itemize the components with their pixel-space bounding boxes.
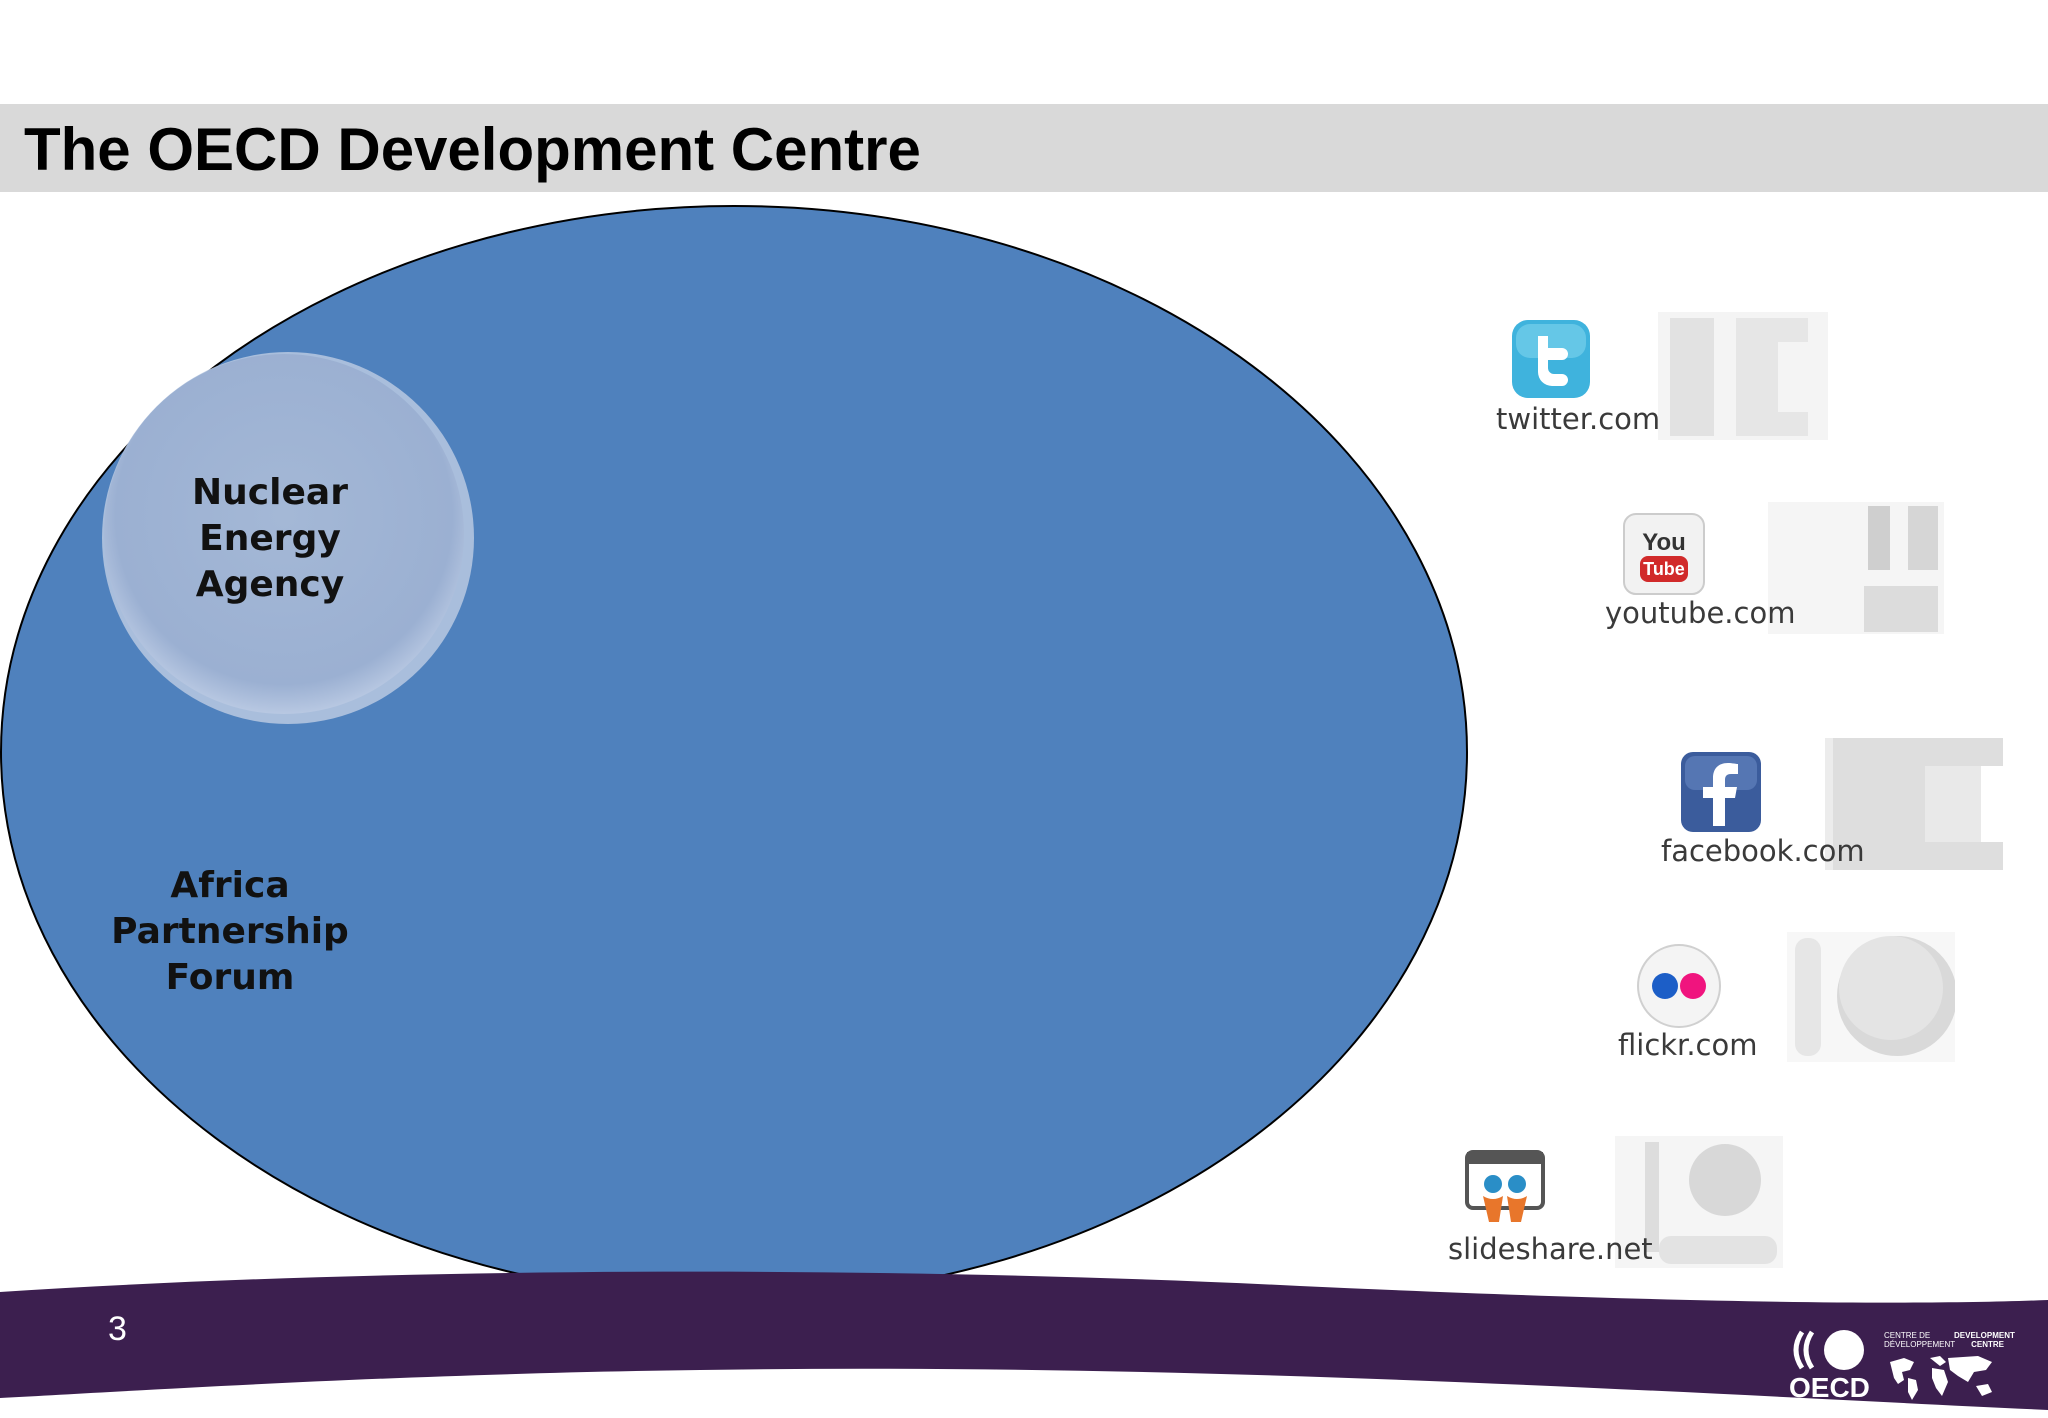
circle-label-africa-partnership-forum: Africa Partnership Forum <box>100 863 360 1001</box>
svg-text:You: You <box>1642 529 1686 556</box>
youtube-ghost-image <box>1768 502 1944 634</box>
social-label-slideshare: slideshare.net <box>1448 1232 1653 1266</box>
label-line: Nuclear <box>192 472 348 513</box>
label-line: Agency <box>195 564 345 605</box>
page-number: 3 <box>108 1310 127 1348</box>
development-centre-text-fr: CENTRE DE DÉVELOPPEMENT <box>1884 1331 1956 1349</box>
label-line: Forum <box>165 957 295 998</box>
social-link-youtube[interactable]: You Tube youtube.com <box>1600 502 1945 638</box>
svg-text:Tube: Tube <box>1643 559 1685 579</box>
social-link-flickr[interactable]: flickr.com <box>1615 930 1955 1066</box>
nuclear-energy-agency-circle-inner <box>104 354 464 714</box>
facebook-f-icon <box>1681 752 1761 832</box>
development-centre-text-en: DEVELOPMENT CENTRE <box>1954 1331 2015 1349</box>
oecd-wordmark: OECD <box>1789 1372 1870 1403</box>
social-link-slideshare[interactable]: slideshare.net <box>1445 1136 1785 1272</box>
slide-title: The OECD Development Centre <box>24 116 921 183</box>
social-label-facebook: facebook.com <box>1661 834 1865 868</box>
flickr-dots-icon <box>1637 944 1721 1028</box>
youtube-icon: You Tube <box>1623 513 1705 595</box>
label-line: Energy <box>199 518 341 559</box>
twitter-ghost-image <box>1658 312 1828 440</box>
title-band <box>0 104 2048 192</box>
oecd-logo-icon <box>1793 1330 1864 1370</box>
facebook-ghost-image <box>1825 738 2003 870</box>
slideshare-icon <box>1465 1150 1545 1222</box>
circle-label-nuclear-energy-agency: Nuclear Energy Agency <box>170 470 370 608</box>
social-label-flickr: flickr.com <box>1618 1028 1758 1062</box>
social-link-twitter[interactable]: twitter.com <box>1490 310 1830 440</box>
slideshare-ghost-image <box>1615 1136 1783 1268</box>
label-line: Partnership <box>111 911 349 952</box>
social-label-twitter: twitter.com <box>1496 402 1661 436</box>
social-label-youtube: youtube.com <box>1605 596 1796 630</box>
social-link-facebook[interactable]: facebook.com <box>1655 738 2005 872</box>
world-map-icon <box>1890 1356 1992 1400</box>
label-line: Africa <box>170 865 290 906</box>
twitter-bird-icon <box>1512 320 1590 398</box>
flickr-ghost-image <box>1787 932 1955 1062</box>
